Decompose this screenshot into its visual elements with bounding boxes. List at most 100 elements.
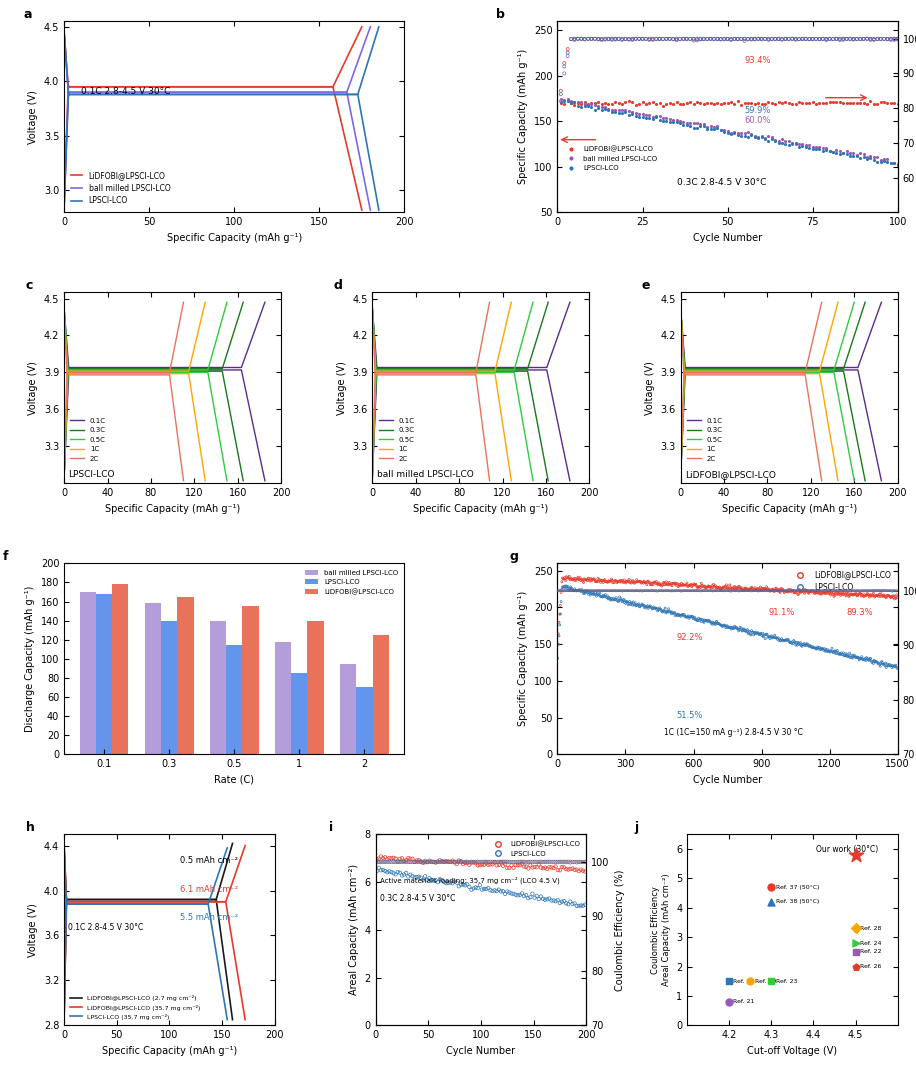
Point <box>799 139 813 156</box>
Point <box>810 584 824 601</box>
Point <box>628 107 643 124</box>
Point <box>656 97 671 114</box>
Point <box>676 608 691 625</box>
Point <box>855 648 869 665</box>
Point <box>588 582 603 599</box>
Point <box>887 30 901 47</box>
Point <box>624 582 638 599</box>
Point <box>802 582 817 599</box>
Point <box>634 597 649 614</box>
Point <box>769 629 783 646</box>
Y-axis label: Coulombic Efficiency (%): Coulombic Efficiency (%) <box>615 869 625 991</box>
Point <box>609 592 624 609</box>
Point <box>608 31 623 48</box>
Point <box>724 621 738 638</box>
Point <box>813 582 828 599</box>
Point <box>591 99 605 116</box>
Point <box>662 602 677 619</box>
Point <box>744 580 758 597</box>
Point <box>753 579 768 596</box>
Point <box>487 853 502 870</box>
Point <box>502 884 517 901</box>
Point <box>751 30 766 47</box>
Point <box>880 582 895 599</box>
Point <box>735 623 749 640</box>
Point <box>669 582 683 599</box>
Point <box>583 585 598 602</box>
Point <box>759 582 774 599</box>
Point <box>598 95 613 112</box>
Point <box>833 30 847 47</box>
Point <box>517 853 531 870</box>
Point <box>594 582 609 599</box>
Legend: LiDFOBI@LPSCl-LCO (2.7 mg cm⁻²), LiDFOBI@LPSCl-LCO (35.7 mg cm⁻²), LPSCl-LCO (35: LiDFOBI@LPSCl-LCO (2.7 mg cm⁻²), LiDFOBI… <box>67 993 203 1022</box>
Point <box>445 852 460 869</box>
Text: b: b <box>496 7 505 20</box>
Point <box>723 582 737 599</box>
Point <box>558 582 572 599</box>
Point <box>625 104 639 121</box>
Point <box>861 651 876 669</box>
Point <box>791 635 806 653</box>
Point <box>561 41 575 58</box>
Point <box>689 612 703 629</box>
Point <box>724 30 738 47</box>
Point <box>761 628 776 645</box>
Point <box>559 861 573 878</box>
Point <box>722 582 736 599</box>
Point <box>703 582 718 599</box>
Point <box>702 579 716 596</box>
Point <box>398 853 413 870</box>
Point <box>811 584 825 601</box>
Point <box>813 583 828 600</box>
Point <box>594 98 609 115</box>
Point <box>763 630 778 647</box>
Point <box>885 587 900 604</box>
Point <box>880 656 895 673</box>
Point <box>728 581 743 598</box>
Point <box>889 590 903 607</box>
X-axis label: Specific Capacity (mAh g⁻¹): Specific Capacity (mAh g⁻¹) <box>105 504 240 514</box>
Point <box>736 582 750 599</box>
Point <box>884 582 899 599</box>
Point <box>800 635 814 653</box>
Point <box>843 30 857 47</box>
Point <box>426 853 441 870</box>
Point <box>758 30 772 47</box>
Point <box>821 643 835 660</box>
Point <box>696 115 711 132</box>
Legend: LiDFOBI@LPSCl-LCO, ball milled LPSCl-LCO, LPSCl-LCO: LiDFOBI@LPSCl-LCO, ball milled LPSCl-LCO… <box>561 143 660 174</box>
Point <box>567 582 582 599</box>
Point <box>594 582 608 599</box>
Point <box>682 93 697 110</box>
Point <box>744 94 758 111</box>
Point <box>835 584 850 601</box>
Point <box>726 619 741 637</box>
Point <box>622 30 637 47</box>
Point <box>646 582 660 599</box>
Point <box>871 586 886 603</box>
Point <box>795 638 810 655</box>
Point <box>720 122 735 139</box>
Point <box>573 582 588 599</box>
Point <box>748 624 763 641</box>
Point <box>521 860 536 877</box>
Point <box>618 575 633 592</box>
Point <box>853 582 867 599</box>
Point <box>652 31 667 48</box>
Point <box>611 31 626 48</box>
Point <box>462 853 476 870</box>
Point <box>737 582 752 599</box>
Point <box>829 30 844 47</box>
Point <box>816 582 831 599</box>
Point <box>570 570 584 587</box>
Point <box>823 584 837 601</box>
Point <box>676 113 691 130</box>
Point <box>837 582 852 599</box>
Point <box>795 30 810 47</box>
Point <box>805 640 820 657</box>
Point <box>668 575 682 592</box>
Point <box>558 570 572 587</box>
Point <box>680 114 694 131</box>
X-axis label: Specific Capacity (mAh g⁻¹): Specific Capacity (mAh g⁻¹) <box>722 504 856 514</box>
